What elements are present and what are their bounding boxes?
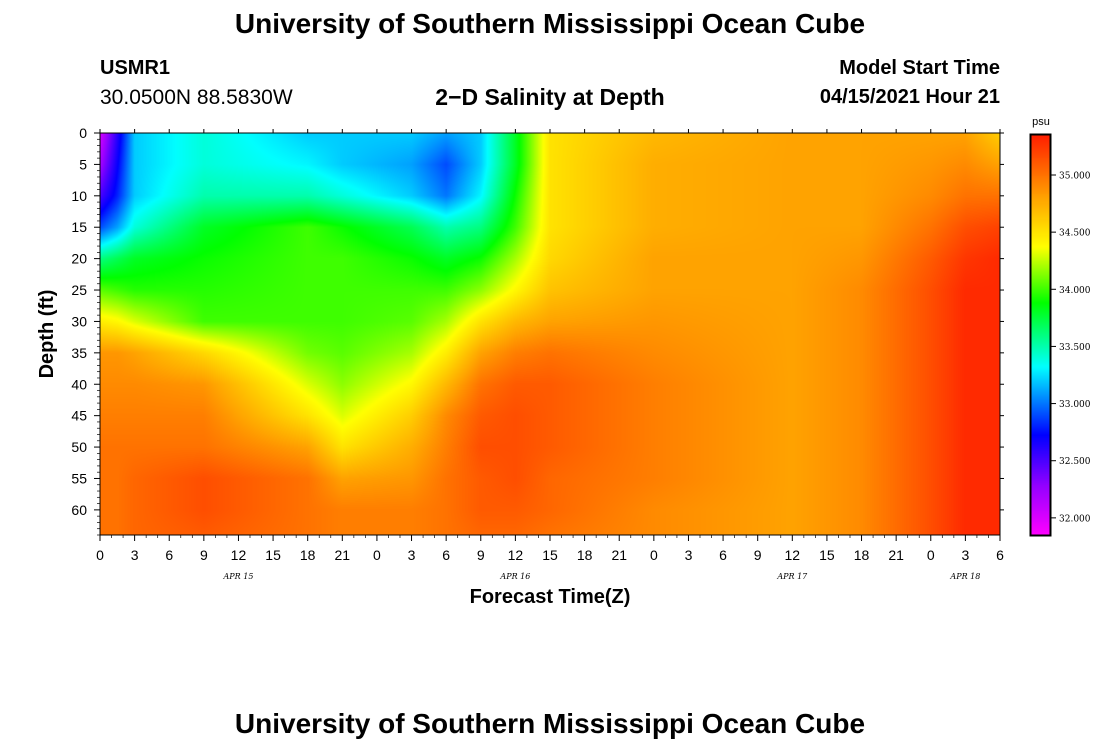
y-tick-label: 5: [79, 156, 87, 172]
x-tick-label: 12: [785, 547, 801, 563]
x-axis-title: Forecast Time(Z): [470, 586, 631, 608]
x-tick-label: 9: [754, 547, 762, 563]
model-start-label: Model Start Time: [839, 57, 1000, 79]
x-tick-label: 18: [577, 547, 593, 563]
y-axis: 0 5 10 15 20 25 30 35 40 45 50 55 60: [71, 125, 1004, 536]
date-labels: APR 15 APR 16 APR 17 APR 18: [223, 572, 981, 581]
date-label: APR 17: [776, 572, 808, 581]
x-tick-label: 6: [996, 547, 1004, 563]
colorbar-tick-label: 34.500: [1059, 229, 1091, 239]
x-tick-label: 12: [508, 547, 524, 563]
y-tick-label: 20: [71, 251, 87, 267]
y-tick-label: 50: [71, 439, 87, 455]
colorbar-tick-label: 33.500: [1059, 343, 1091, 353]
footer-title: University of Southern Mississippi Ocean…: [234, 708, 866, 739]
x-tick-label: 9: [200, 547, 208, 563]
x-tick-label: 0: [96, 547, 104, 563]
model-start-value: 04/15/2021 Hour 21: [819, 86, 1000, 108]
x-tick-label: 21: [611, 547, 627, 563]
y-tick-label: 60: [71, 502, 87, 518]
x-tick-label: 15: [819, 547, 835, 563]
colorbar-tick-label: 32.000: [1059, 514, 1091, 524]
y-tick-label: 30: [71, 313, 87, 329]
x-tick-label: 3: [685, 547, 693, 563]
y-tick-label: 10: [71, 188, 87, 204]
x-tick-label: 21: [335, 547, 351, 563]
y-tick-label: 25: [71, 282, 87, 298]
y-tick-label: 35: [71, 345, 87, 361]
colorbar: psu 32.000 32.500 33.000 33.500 34.000 34.500…: [1029, 116, 1091, 537]
chart-title: 2−D Salinity at Depth: [435, 84, 665, 110]
x-tick-label: 12: [231, 547, 247, 563]
x-axis: 0 3 6 9 12 15 18 21 0 3 6 9 12 15 18 21 0 3 6 9 12 15 18 21 0 3 6: [96, 129, 1004, 563]
colorbar-unit: psu: [1032, 116, 1050, 128]
page-title: University of Southern Mississippi Ocean…: [234, 8, 866, 39]
y-tick-label: 0: [79, 125, 87, 141]
x-tick-label: 0: [373, 547, 381, 563]
x-tick-label: 3: [131, 547, 139, 563]
x-tick-label: 18: [854, 547, 870, 563]
colorbar-tick-label: 34.000: [1059, 286, 1091, 296]
x-tick-label: 21: [888, 547, 904, 563]
x-tick-label: 0: [927, 547, 935, 563]
y-tick-label: 45: [71, 408, 87, 424]
y-tick-label: 40: [71, 376, 87, 392]
colorbar-tick-label: 32.500: [1059, 457, 1091, 467]
x-tick-label: 6: [165, 547, 173, 563]
y-tick-label: 15: [71, 219, 87, 235]
y-axis-title: Depth (ft): [36, 290, 58, 379]
date-label: APR 16: [499, 572, 530, 581]
y-tick-label: 55: [71, 470, 87, 486]
x-tick-label: 18: [300, 547, 316, 563]
x-tick-label: 3: [961, 547, 969, 563]
x-tick-label: 6: [442, 547, 450, 563]
station-id: USMR1: [100, 57, 171, 79]
x-tick-label: 15: [542, 547, 558, 563]
x-tick-label: 9: [477, 547, 485, 563]
x-tick-label: 15: [265, 547, 281, 563]
date-label: APR 15: [223, 572, 254, 581]
x-tick-label: 6: [719, 547, 727, 563]
colorbar-tick-label: 35.000: [1059, 172, 1091, 182]
x-tick-label: 0: [650, 547, 658, 563]
heatmap-image: [100, 133, 1000, 535]
x-tick-label: 3: [408, 547, 416, 563]
colorbar-tick-label: 33.000: [1059, 400, 1091, 410]
date-label: APR 18: [949, 572, 980, 581]
station-location: 30.0500N 88.5830W: [100, 86, 293, 109]
